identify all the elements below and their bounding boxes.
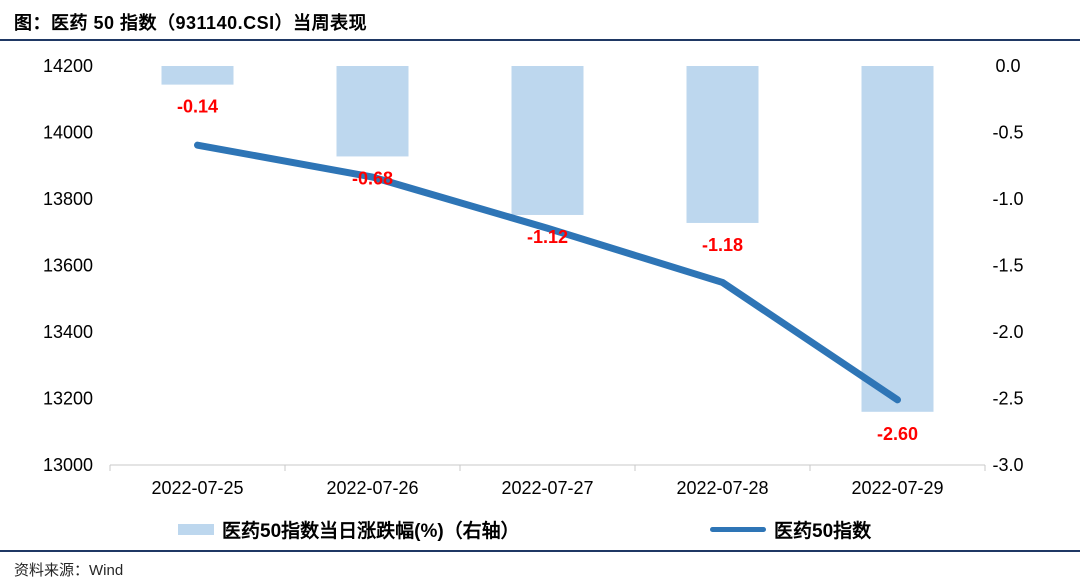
source-note: 资料来源：Wind	[14, 562, 124, 579]
x-axis-label: 2022-07-28	[676, 478, 768, 498]
legend-line-series-label: 医药50指数	[774, 520, 872, 542]
line-series-swatch-icon	[710, 526, 766, 532]
right-axis-tick-label: -2.5	[992, 389, 1023, 409]
x-axis-label: 2022-07-26	[326, 478, 418, 498]
left-axis-tick-label: 13600	[43, 256, 93, 276]
bar-2022-07-27	[511, 66, 584, 215]
bar-data-label: -0.68	[352, 168, 393, 188]
bar-data-label: -2.60	[877, 424, 918, 444]
right-axis-tick-label: -0.5	[992, 123, 1023, 143]
left-axis-tick-label: 13800	[43, 189, 93, 209]
x-axis-label: 2022-07-27	[501, 478, 593, 498]
left-axis-tick-label: 14000	[43, 123, 93, 143]
index-line	[194, 141, 901, 404]
right-axis-tick-label: -1.5	[992, 256, 1023, 276]
legend-bar-series-label: 医药50指数当日涨跌幅(%)（右轴）	[222, 520, 520, 542]
right-axis-tick-label: -1.0	[992, 189, 1023, 209]
left-axis-tick-label: 13200	[43, 389, 93, 409]
bar-data-label: -1.12	[527, 227, 568, 247]
bar-2022-07-25	[161, 66, 234, 85]
bottom-divider	[0, 550, 1080, 552]
figure-title: 图：医药 50 指数（931140.CSI）当周表现	[14, 13, 368, 33]
left-axis-tick-label: 13000	[43, 455, 93, 475]
right-axis-tick-label: -3.0	[992, 455, 1023, 475]
left-axis-tick-label: 14200	[43, 56, 93, 76]
x-axis-label: 2022-07-29	[851, 478, 943, 498]
chart-legend: 医药50指数当日涨跌幅(%)（右轴） 医药50指数	[0, 514, 1080, 544]
right-axis-tick-label: 0.0	[995, 56, 1020, 76]
bar-2022-07-28	[686, 66, 759, 223]
legend-item-bar-series: 医药50指数当日涨跌幅(%)（右轴）	[178, 514, 520, 544]
left-axis-tick-label: 13400	[43, 322, 93, 342]
top-divider	[0, 39, 1080, 41]
legend-item-line-series: 医药50指数	[710, 514, 871, 544]
bar-data-label: -1.18	[702, 235, 743, 255]
bar-series-swatch-icon	[178, 523, 214, 535]
bar-data-label: -0.14	[177, 97, 218, 117]
bar-2022-07-29	[861, 66, 934, 412]
right-axis-tick-label: -2.0	[992, 322, 1023, 342]
x-axis-label: 2022-07-25	[151, 478, 243, 498]
bar-2022-07-26	[336, 66, 409, 157]
